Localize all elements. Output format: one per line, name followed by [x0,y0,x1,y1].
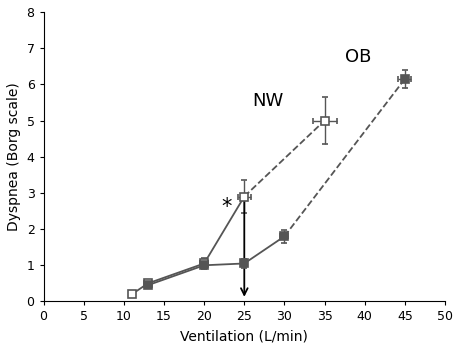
Y-axis label: Dyspnea (Borg scale): Dyspnea (Borg scale) [7,82,21,231]
Text: OB: OB [344,48,370,66]
Text: *: * [221,197,231,217]
Text: NW: NW [252,92,283,110]
X-axis label: Ventilation (L/min): Ventilation (L/min) [180,329,308,343]
